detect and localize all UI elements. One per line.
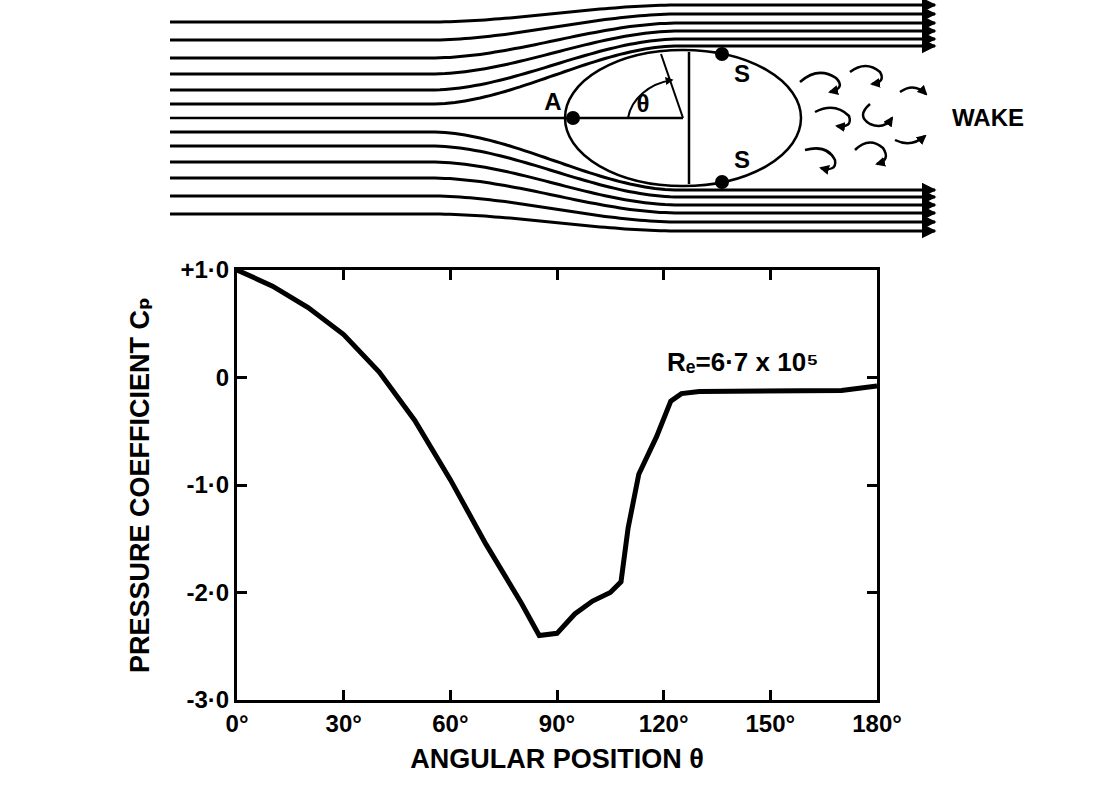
svg-text:0°: 0° (226, 710, 249, 737)
svg-text:S: S (734, 146, 750, 173)
svg-text:S: S (734, 60, 750, 87)
svg-text:PRESSURE COEFFICIENT Cₚ: PRESSURE COEFFICIENT Cₚ (125, 297, 155, 673)
svg-text:-3·0: -3·0 (187, 686, 230, 713)
svg-text:-1·0: -1·0 (187, 471, 230, 498)
svg-text:120°: 120° (639, 710, 689, 737)
svg-text:Rₑ=6·7 x 10⁵: Rₑ=6·7 x 10⁵ (667, 347, 818, 377)
svg-text:90°: 90° (539, 710, 575, 737)
svg-text:θ: θ (637, 90, 650, 117)
svg-text:A: A (544, 88, 561, 115)
svg-text:150°: 150° (746, 710, 796, 737)
svg-text:+1·0: +1·0 (180, 256, 229, 283)
svg-text:-2·0: -2·0 (187, 579, 230, 606)
svg-text:180°: 180° (852, 710, 902, 737)
svg-text:ANGULAR POSITION θ: ANGULAR POSITION θ (410, 744, 704, 774)
svg-text:WAKE: WAKE (952, 104, 1024, 131)
svg-text:0: 0 (216, 364, 229, 391)
svg-text:60°: 60° (432, 710, 468, 737)
svg-text:30°: 30° (326, 710, 362, 737)
